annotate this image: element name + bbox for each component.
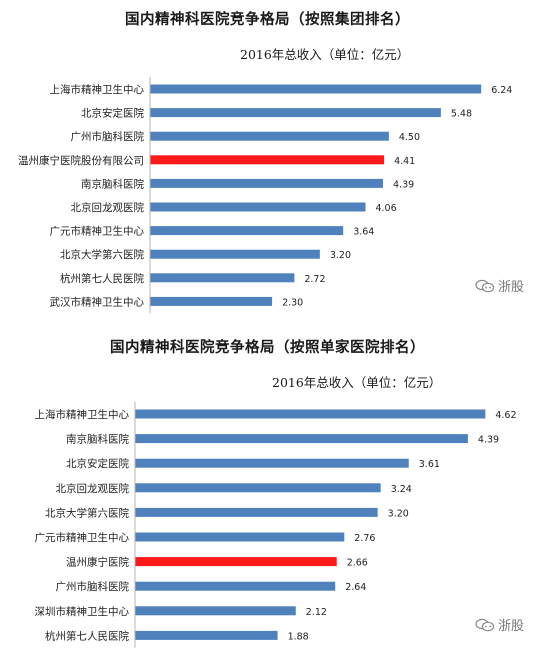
bar bbox=[150, 226, 344, 236]
category-label: 南京脑科医院 bbox=[66, 433, 129, 446]
category-label: 上海市精神卫生中心 bbox=[35, 408, 130, 421]
bar bbox=[150, 202, 366, 212]
bar bbox=[150, 178, 384, 188]
watermark-text: 浙股 bbox=[498, 280, 525, 295]
value-label: 3.64 bbox=[353, 227, 374, 238]
category-label: 广州市脑科医院 bbox=[56, 580, 130, 593]
value-label: 4.39 bbox=[478, 435, 499, 446]
value-label: 2.76 bbox=[354, 533, 375, 544]
category-label: 北京安定医院 bbox=[81, 107, 144, 120]
value-label: 3.20 bbox=[388, 508, 409, 519]
bar bbox=[150, 273, 295, 283]
chart-hospital-ranking: 国内精神科医院竞争格局（按照单家医院排名） 2016年总收入（单位：亿元） 上海… bbox=[0, 318, 535, 661]
category-label: 广元市精神卫生中心 bbox=[50, 225, 145, 238]
watermark: 浙股 bbox=[475, 615, 524, 634]
speech-bubble-icon bbox=[475, 617, 495, 633]
bar bbox=[135, 507, 378, 517]
value-label: 2.30 bbox=[282, 297, 303, 308]
bar bbox=[150, 84, 482, 94]
category-label: 北京安定医院 bbox=[66, 457, 129, 470]
bar bbox=[135, 581, 336, 591]
category-label: 北京大学第六医院 bbox=[60, 248, 144, 261]
value-label: 1.88 bbox=[288, 631, 309, 642]
watermark-text: 浙股 bbox=[498, 619, 525, 634]
value-label: 5.48 bbox=[451, 109, 472, 120]
value-label: 4.62 bbox=[495, 410, 516, 421]
category-label: 北京回龙观医院 bbox=[71, 201, 145, 214]
category-label: 温州康宁医院 bbox=[66, 556, 129, 569]
value-label: 6.24 bbox=[491, 85, 512, 96]
bar bbox=[150, 249, 320, 259]
bar bbox=[135, 606, 296, 616]
category-label: 广州市脑科医院 bbox=[71, 130, 145, 143]
speech-bubble-icon bbox=[475, 278, 495, 294]
category-label: 杭州第七人民医院 bbox=[60, 272, 144, 285]
bar bbox=[135, 630, 278, 640]
value-label: 2.66 bbox=[347, 558, 368, 569]
value-label: 4.50 bbox=[399, 132, 420, 143]
value-label: 3.24 bbox=[391, 484, 412, 495]
bar-highlight bbox=[150, 155, 385, 165]
bar bbox=[135, 483, 381, 493]
chart-subtitle: 2016年总收入（单位：亿元） bbox=[240, 47, 410, 62]
chart-group-ranking: 国内精神科医院竞争格局（按照集团排名） 2016年总收入（单位：亿元） 上海市精… bbox=[0, 0, 535, 318]
bar bbox=[150, 108, 441, 118]
category-label: 上海市精神卫生中心 bbox=[50, 83, 145, 96]
category-label: 深圳市精神卫生中心 bbox=[35, 605, 130, 618]
bar bbox=[135, 409, 486, 419]
category-label: 北京大学第六医院 bbox=[45, 506, 129, 519]
value-label: 2.72 bbox=[304, 274, 325, 285]
value-label: 3.20 bbox=[330, 250, 351, 261]
category-label: 南京脑科医院 bbox=[81, 177, 144, 190]
watermark: 浙股 bbox=[475, 276, 524, 295]
chart-subtitle: 2016年总收入（单位：亿元） bbox=[272, 375, 442, 390]
chart-title: 国内精神科医院竞争格局（按照集团排名） bbox=[125, 11, 410, 28]
value-label: 4.41 bbox=[394, 156, 415, 167]
category-label: 武汉市精神卫生中心 bbox=[50, 295, 145, 308]
bar bbox=[150, 131, 389, 141]
value-label: 2.12 bbox=[306, 607, 327, 618]
bar-chart-plot: 上海市精神卫生中心 6.24 北京安定医院 5.48 广州市脑科医院 4.50 温州康宁医院… bbox=[18, 77, 512, 314]
category-label: 温州康宁医院股份有限公司 bbox=[18, 154, 144, 167]
chart-title: 国内精神科医院竞争格局（按照单家医院排名） bbox=[110, 339, 425, 356]
bar bbox=[135, 434, 468, 444]
bar bbox=[150, 296, 273, 306]
value-label: 4.39 bbox=[393, 179, 414, 190]
category-label: 杭州第七人民医院 bbox=[45, 629, 129, 642]
value-label: 3.61 bbox=[419, 459, 440, 470]
value-label: 4.06 bbox=[375, 203, 396, 214]
category-label: 北京回龙观医院 bbox=[56, 482, 130, 495]
bar-chart-plot: 上海市精神卫生中心 4.62 南京脑科医院 4.39 北京安定医院 3.61 北京回龙观医院… bbox=[35, 401, 517, 648]
value-label: 2.64 bbox=[345, 582, 366, 593]
category-label: 广元市精神卫生中心 bbox=[35, 531, 130, 544]
bar bbox=[135, 532, 345, 542]
bar-highlight bbox=[135, 557, 337, 567]
bar bbox=[135, 458, 409, 468]
